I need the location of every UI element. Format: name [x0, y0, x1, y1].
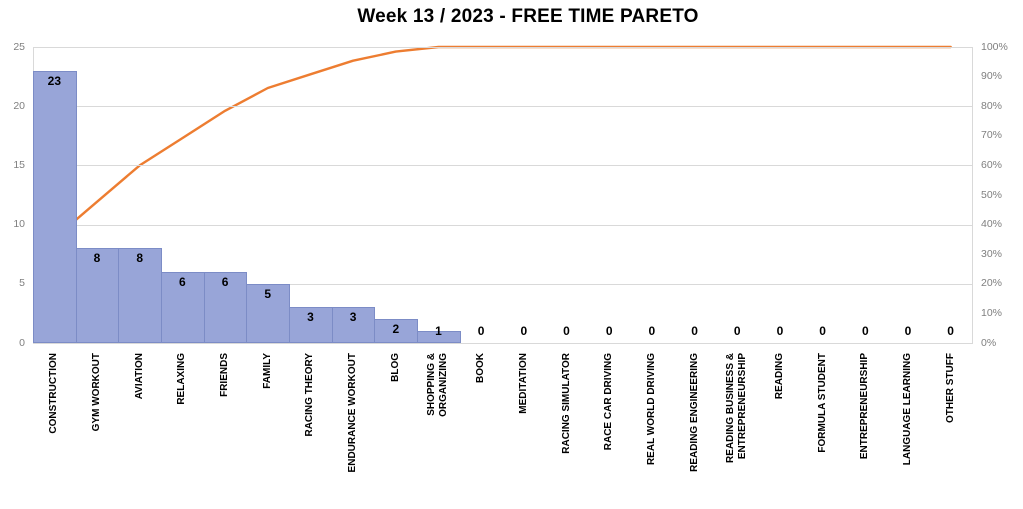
category-label: FRIENDS: [219, 353, 231, 397]
category-label: OTHER STUFF: [944, 353, 956, 423]
bar-value-label: 3: [307, 310, 314, 325]
pct-tick-label: 60%: [981, 158, 1003, 171]
y-tick-label: 25: [13, 40, 25, 53]
y-tick-label: 20: [13, 99, 25, 112]
pct-tick-label: 20%: [981, 277, 1003, 290]
pct-tick-label: 10%: [981, 306, 1003, 319]
category-label: READING BUSINESS & ENTREPRENEURSHIP: [725, 353, 749, 464]
bar-value-label: 0: [733, 324, 741, 338]
category-label: REAL WORLD DRIVING: [645, 353, 657, 466]
bar-value-label: 0: [477, 324, 485, 338]
bar-value-label: 0: [563, 324, 570, 338]
y-tick-label: 5: [19, 277, 25, 290]
bar-value-label: 0: [904, 324, 912, 338]
category-label: READING ENGINEERING: [688, 353, 700, 472]
pct-tick-label: 50%: [981, 188, 1003, 201]
bar-value-label: 0: [819, 324, 826, 338]
y-tick-label: 0: [19, 336, 25, 349]
bar: [161, 271, 205, 343]
category-label: SHOPPING & ORGANIZING: [426, 353, 450, 417]
category-label: BLOG: [389, 353, 401, 382]
pct-tick-label: 30%: [981, 247, 1003, 260]
y-tick-label: 10: [13, 218, 25, 231]
bar-value-label: 3: [349, 310, 357, 325]
bar-value-label: 8: [93, 251, 101, 266]
bar: [33, 70, 77, 343]
category-label: LANGUAGE LEARNING: [901, 353, 913, 466]
bar-value-label: 0: [947, 324, 954, 338]
category-label: RACE CAR DRIVING: [603, 353, 615, 451]
bar: [374, 319, 419, 343]
category-label: AVIATION: [133, 353, 145, 400]
pct-tick-label: 40%: [981, 218, 1003, 231]
bar: [417, 331, 461, 343]
bar-value-label: 23: [47, 73, 62, 88]
bar-value-label: 2: [392, 322, 400, 337]
category-label: BOOK: [475, 353, 487, 383]
gridline: [33, 224, 972, 226]
category-label: CONSTRUCTION: [48, 353, 60, 434]
bar-value-label: 0: [605, 324, 613, 338]
pct-tick-label: 100%: [981, 40, 1008, 53]
y-tick-label: 15: [13, 158, 25, 171]
pct-tick-label: 80%: [981, 99, 1003, 112]
bar-value-label: 8: [136, 251, 144, 266]
pct-tick-label: 70%: [981, 129, 1003, 142]
category-label: ENDURANCE WORKOUT: [347, 353, 359, 473]
bar: [203, 271, 248, 343]
category-label: GYM WORKOUT: [91, 353, 103, 432]
bar: [331, 307, 376, 343]
bar: [75, 248, 120, 343]
bar: [289, 307, 333, 343]
category-label: RACING THEORY: [304, 353, 316, 437]
category-label: MEDITATION: [517, 353, 529, 414]
bar-value-label: 5: [264, 286, 272, 301]
bar-value-label: 0: [776, 324, 784, 338]
gridline: [33, 47, 972, 48]
category-label: ENTREPRENEURSHIP: [859, 353, 871, 460]
bar-value-label: 0: [520, 324, 528, 338]
pct-tick-label: 90%: [981, 70, 1003, 83]
category-label: RELAXING: [176, 353, 188, 405]
bar-value-label: 0: [861, 324, 869, 338]
category-label: READING: [773, 353, 785, 400]
bar-value-label: 0: [648, 324, 656, 338]
gridline: [33, 165, 972, 167]
category-label: FAMILY: [261, 353, 273, 389]
category-label: RACING SIMULATOR: [560, 353, 572, 454]
category-label: FORMULA STUDENT: [816, 353, 828, 453]
chart-title: Week 13 / 2023 - FREE TIME PARETO: [357, 6, 699, 27]
gridline: [33, 283, 972, 285]
bar-value-label: 1: [435, 324, 442, 338]
bar-value-label: 0: [691, 324, 698, 338]
bar-value-label: 6: [221, 274, 229, 289]
bar-value-label: 6: [179, 274, 186, 289]
bar: [246, 283, 291, 343]
gridline: [33, 106, 972, 108]
pct-tick-label: 0%: [981, 336, 997, 349]
